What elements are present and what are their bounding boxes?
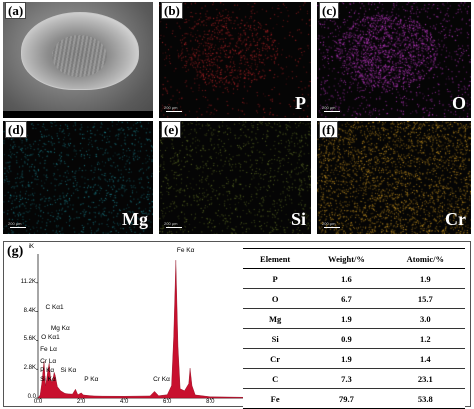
table-header-row: Element Weight/% Atomic/% [243,248,465,269]
table-row: Cr 1.9 1.4 [243,348,465,369]
cell-weight: 7.3 [307,368,386,389]
x-tick-label: 4.0 [119,399,129,405]
scale-bar [324,111,340,112]
eds-map-mg: 200 μm (d) Mg [3,121,153,234]
cell-atomic: 23.1 [385,368,465,389]
y-tick-label: 5.6K [23,336,36,343]
x-tick-label: 8.0 [206,399,215,405]
cell-weight: 0.9 [307,328,386,349]
scale-bar [324,227,340,228]
eds-map-si: 200 μm (e) Si [159,121,311,234]
table-row: Mg 1.9 3.0 [243,308,465,329]
scale-bar [166,111,182,112]
cell-atomic: 15.7 [385,288,465,309]
mg-distribution-dots [3,121,153,234]
y-tick-label: 8.4K [23,307,36,314]
peak-label: Cr Lα [40,358,57,366]
table-row: P 1.6 1.9 [243,268,465,289]
header-atomic: Atomic/% [385,248,465,269]
cell-weight: 6.7 [307,288,386,309]
panel-letter-e: (e) [161,121,182,138]
peak-label: P Kα [84,375,99,383]
table-row: Fe 79.7 53.8 [243,388,465,409]
scale-text: 200 μm [164,105,178,110]
x-tick-label: 6.0 [163,399,172,405]
peak-label: Si Kα [40,375,56,383]
y-tick-label: 11.2K [20,278,36,285]
peak-label: Mg Kα [50,325,70,333]
o-distribution-dots [317,2,471,118]
corrosion-pit [21,12,139,90]
cell-element: C [243,368,308,389]
panel-letter-b: (b) [161,2,183,19]
panel-letter-a: (a) [5,2,27,19]
table-row: C 7.3 23.1 [243,368,465,389]
scale-bar [10,227,26,228]
cell-atomic: 1.2 [385,328,465,349]
peak-label: Fe Kα [176,247,195,254]
peak-label: C Kα1 [45,303,64,311]
cell-atomic: 3.0 [385,308,465,329]
scale-text: 200 μm [322,221,336,226]
si-distribution-dots [159,121,311,234]
panel-letter-c: (c) [319,2,340,19]
panel-letter-g: (g) [7,244,24,259]
header-element: Element [243,248,308,269]
panel-letter-f: (f) [319,121,338,138]
peak-label: Si Kα [60,367,77,375]
element-label-mg: Mg [122,209,148,229]
composition-table: Element Weight/% Atomic/% P 1.6 1.9 O 6.… [243,248,465,409]
table-row: O 6.7 15.7 [243,288,465,309]
cell-weight: 79.7 [307,388,386,409]
cell-weight: 1.9 [307,348,386,369]
y-tick-label: 2.8K [23,365,36,372]
element-label-si: Si [290,209,306,229]
sem-info-bar [3,111,153,118]
element-label-cr: Cr [445,209,466,229]
cr-distribution-dots [317,121,471,234]
table-row: Si 0.9 1.2 [243,328,465,349]
cell-element: Si [243,328,308,349]
p-distribution-dots [159,2,311,118]
cell-weight: 1.9 [307,308,386,329]
cell-weight: 1.6 [307,268,386,289]
y-axis-unit: iK [28,244,34,250]
cell-atomic: 1.9 [385,268,465,289]
eds-map-p: 200 μm (b) P [159,2,311,118]
element-label-p: P [295,93,306,113]
x-tick-label: 0.0 [33,399,43,405]
y-tick-label: 0.0 [27,394,36,400]
peak-label: P Kα [40,367,55,375]
eds-map-o: 200 μm (c) O [317,2,471,118]
eds-map-cr: 200 μm (f) Cr [317,121,471,234]
cell-element: Mg [243,308,308,329]
sem-image-panel: (a) [3,2,153,118]
cell-element: P [243,268,308,289]
cell-atomic: 53.8 [385,388,465,409]
x-tick-label: 2.0 [76,399,86,405]
scale-text: 200 μm [164,221,178,226]
panel-letter-d: (d) [5,121,27,138]
peak-label: Cr Kα [153,375,170,383]
peak-label: Fe Lα [40,345,57,353]
peak-label: O Kα1 [41,334,60,342]
cell-atomic: 1.4 [385,348,465,369]
header-weight: Weight/% [307,248,386,269]
cell-element: Fe [243,388,308,409]
scale-bar [166,227,182,228]
cell-element: Cr [243,348,308,369]
element-label-o: O [451,93,466,113]
cell-element: O [243,288,308,309]
scale-text: 200 μm [8,221,22,226]
scale-text: 200 μm [322,105,336,110]
